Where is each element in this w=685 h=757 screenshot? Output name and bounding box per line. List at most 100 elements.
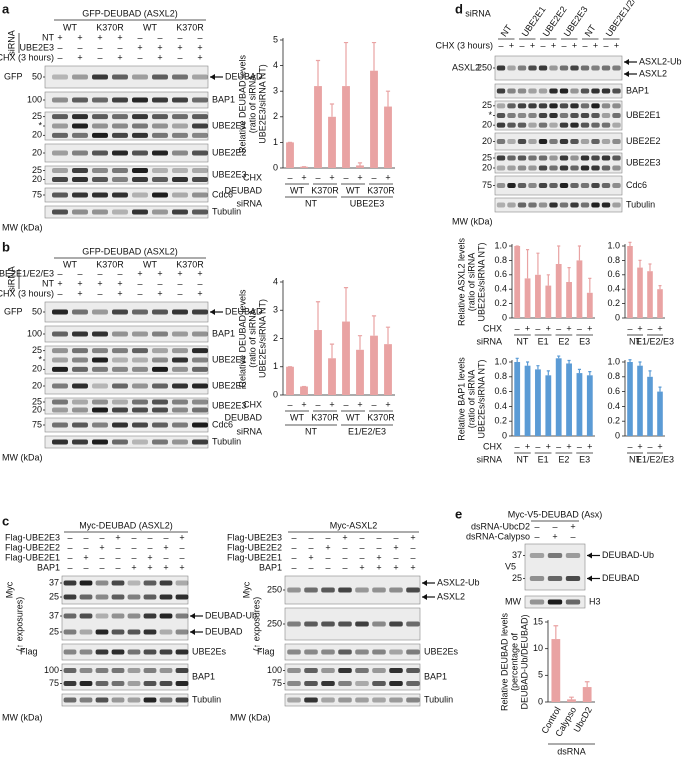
row-sign: – [342, 542, 347, 552]
row-label: dsRNA-UbcD2 [471, 521, 530, 531]
column-label: K370R [96, 259, 124, 269]
bar [370, 335, 378, 395]
row-cell: + [566, 323, 571, 333]
error-bar [343, 287, 349, 322]
row-sign: + [117, 278, 122, 288]
blot-band [529, 576, 545, 581]
mw-heading: MW (kDa) [230, 712, 271, 722]
strip-label: UBE2E2 [626, 136, 661, 146]
blot-band [132, 168, 148, 173]
bar [657, 391, 663, 436]
blot-band [304, 621, 318, 627]
blot-band [192, 74, 208, 80]
mw-label: 75 [49, 678, 59, 688]
mw-label: 75 [32, 419, 42, 429]
blot-band [159, 649, 173, 655]
mw-label: 20 [482, 120, 492, 130]
row-cell: + [525, 323, 530, 333]
blot-band [72, 357, 88, 363]
blot-band [175, 594, 189, 600]
blot-band [496, 122, 506, 128]
bar [566, 282, 572, 318]
blot-band [507, 122, 516, 128]
blot-band [111, 697, 125, 703]
blot-band [112, 309, 128, 315]
blot-band [496, 165, 506, 171]
row-sign: + [83, 552, 88, 562]
row-sign: – [197, 278, 202, 288]
blot-band [538, 103, 548, 109]
blot-band [192, 407, 208, 413]
blot-band [72, 422, 88, 428]
blot-band [287, 587, 301, 593]
blot-band [72, 97, 88, 103]
row-sign: – [137, 32, 142, 42]
bar [370, 70, 378, 168]
bar [384, 106, 392, 168]
blot-band [72, 383, 88, 389]
row-cell: + [587, 323, 592, 333]
blot-band [321, 681, 335, 686]
blot-band [72, 74, 88, 80]
y-tick-label: 0 [273, 162, 278, 172]
arrow-head [624, 59, 629, 65]
row-sign: – [179, 552, 184, 562]
blot-band [372, 621, 386, 627]
blot-band [92, 439, 108, 445]
row-label: Flag-UBE2E2 [227, 542, 282, 552]
blot-band [570, 103, 579, 109]
strip-label: GFP [4, 306, 23, 316]
bar [567, 699, 576, 702]
blot-band [591, 183, 600, 188]
row-label: siRNA [236, 426, 262, 436]
blot-band [152, 422, 168, 428]
blot-band [112, 192, 128, 198]
blot-band [517, 103, 527, 109]
blot-band [287, 621, 301, 627]
blot-band [143, 649, 157, 655]
blot-band [112, 177, 128, 182]
blot-band [143, 668, 157, 673]
bar [300, 166, 308, 168]
blot-band [132, 123, 148, 129]
blot-band [159, 580, 173, 586]
blot-band [159, 668, 173, 673]
row-sign: + [342, 532, 347, 542]
mw-label: 20 [32, 130, 42, 140]
row-sign: – [163, 552, 168, 562]
row-cell: + [546, 323, 551, 333]
row-label: Flag-UBE2E1 [227, 552, 282, 562]
row-sign: + [157, 288, 162, 298]
column-label: K370R [176, 22, 204, 32]
blot-band [175, 697, 189, 703]
y-tick-label: 0.2 [607, 416, 620, 426]
mw-label: 25 [482, 152, 492, 162]
blot-band [372, 697, 386, 703]
row-sign: – [534, 531, 539, 541]
row-sign: – [359, 532, 364, 542]
y-tick-label: 0.8 [607, 255, 620, 265]
error-bar [526, 361, 530, 366]
blot-band [63, 594, 77, 600]
bar [535, 274, 541, 318]
bar [524, 278, 531, 318]
blot-band [496, 139, 506, 144]
mw-label: 20 [32, 364, 42, 374]
group-label: siRNA [6, 266, 16, 292]
blot-band [92, 348, 108, 354]
row-sign: – [147, 532, 152, 542]
row-sign: – [179, 542, 184, 552]
blot-band [152, 192, 168, 198]
bar [627, 246, 633, 318]
row-cell: – [577, 441, 582, 451]
mw-label: * [488, 110, 492, 120]
row-cell: E2 [558, 454, 569, 464]
row-sign: + [117, 52, 122, 62]
row-sign: – [177, 32, 182, 42]
row-cell: + [357, 399, 362, 409]
blot-band [591, 88, 600, 94]
y-tick-label: 0.4 [494, 284, 507, 294]
blot-band [175, 580, 189, 586]
blot-band [175, 681, 189, 686]
